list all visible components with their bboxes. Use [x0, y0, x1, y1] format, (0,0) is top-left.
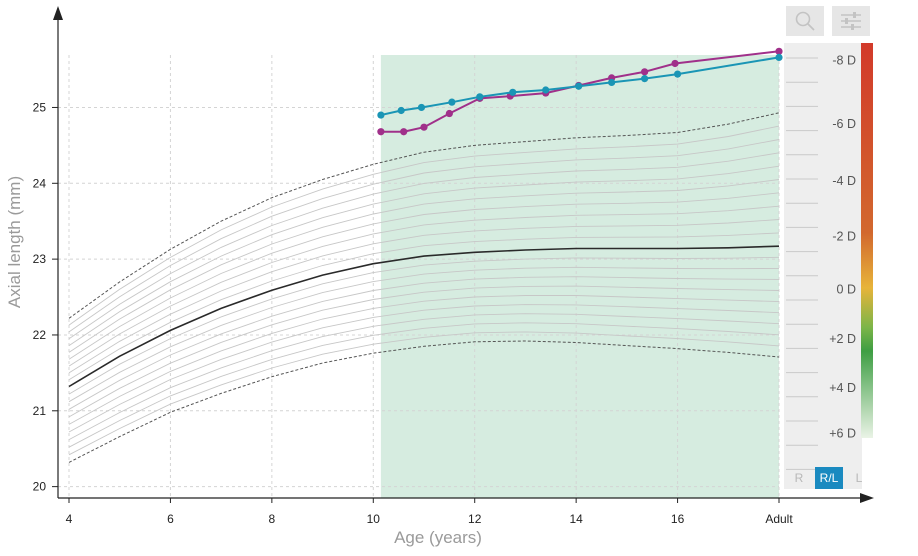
- y-tick-labels: 20 21 22 23 24 25: [33, 100, 58, 494]
- diopter-label: 0 D: [837, 282, 856, 296]
- centile-curve: [68, 205, 780, 367]
- diopter-label: +2 D: [829, 332, 856, 346]
- series-left-eye-point[interactable]: [575, 82, 583, 90]
- axes: [53, 6, 874, 503]
- x-tick-label: 14: [569, 512, 583, 526]
- x-axis-title: Age (years): [394, 528, 482, 547]
- y-tick-label: 24: [33, 176, 47, 190]
- series-right-eye-point[interactable]: [400, 128, 408, 136]
- centile-curve: [68, 139, 780, 333]
- centile-curve: [68, 295, 780, 425]
- centile-curve: [68, 331, 780, 456]
- series-right-eye-point[interactable]: [420, 123, 428, 131]
- series-right-eye-point[interactable]: [671, 59, 679, 68]
- centile-median: [68, 245, 780, 388]
- x-tick-label: 4: [66, 512, 73, 526]
- search-button[interactable]: [786, 6, 824, 36]
- diopter-panel: [784, 43, 862, 489]
- x-tick-label: 12: [468, 512, 482, 526]
- series-left-eye-point[interactable]: [641, 75, 649, 83]
- series-left-eye-point[interactable]: [476, 93, 484, 101]
- diopter-label: +6 D: [829, 427, 856, 441]
- eye-toggle-left[interactable]: L: [855, 471, 863, 485]
- centile-curve: [68, 152, 780, 340]
- series-right-eye-point[interactable]: [445, 109, 453, 118]
- centile-curve: [68, 256, 780, 395]
- series-left-eye-point[interactable]: [377, 111, 385, 119]
- diopter-label: +4 D: [829, 381, 856, 395]
- centile-curve: [68, 192, 780, 360]
- centile-curve: [68, 232, 780, 381]
- centile-curve: [68, 304, 780, 433]
- measurement-series: [377, 47, 783, 136]
- x-axis-arrow-icon: [860, 493, 874, 503]
- series-right-eye-point[interactable]: [775, 47, 783, 55]
- x-tick-label: 8: [269, 512, 276, 526]
- centile-curve: [68, 219, 780, 374]
- centile-curve: [68, 179, 780, 353]
- series-left-eye-point[interactable]: [542, 86, 550, 94]
- centile-curve: [68, 322, 780, 448]
- diopter-label: -8 D: [832, 53, 856, 67]
- x-tick-label: Adult: [765, 512, 793, 526]
- diopter-labels: -8 D -6 D -4 D -2 D 0 D +2 D +4 D +6 D: [829, 53, 856, 440]
- centile-curve: [68, 276, 780, 410]
- centile-curve: [68, 313, 780, 440]
- y-tick-label: 23: [33, 252, 47, 266]
- series-left-eye-point[interactable]: [417, 103, 426, 112]
- x-tick-labels: 4 6 8 10 12 14 16 Adult: [66, 498, 793, 526]
- magnifier-icon: [795, 11, 815, 31]
- centile-curve: [68, 285, 780, 418]
- series-left-eye-point[interactable]: [775, 53, 783, 62]
- eye-toggle-both[interactable]: R/L: [815, 467, 843, 489]
- diopter-label: -6 D: [832, 117, 856, 131]
- diopter-label: -4 D: [832, 174, 856, 188]
- y-axis-title: Axial length (mm): [5, 176, 24, 308]
- x-tick-label: 10: [367, 512, 381, 526]
- x-tick-label: 16: [671, 512, 685, 526]
- centile-curve: [68, 125, 780, 326]
- centile-curves: [68, 112, 780, 463]
- series-left-eye-point[interactable]: [448, 98, 456, 106]
- sliders-icon: [841, 12, 861, 30]
- centile-lower-bound: [68, 340, 780, 463]
- series-right-eye-point[interactable]: [377, 128, 385, 136]
- centile-curve: [68, 165, 780, 346]
- series-right-eye-point[interactable]: [641, 68, 649, 76]
- settings-button[interactable]: [832, 6, 870, 36]
- series-left-eye-point[interactable]: [608, 78, 616, 87]
- y-tick-label: 21: [33, 404, 47, 418]
- diopter-label: -2 D: [832, 229, 856, 243]
- diopter-color-scale: [861, 43, 873, 438]
- y-axis-arrow-icon: [53, 6, 63, 20]
- y-tick-label: 25: [33, 100, 47, 114]
- eye-toggle-right[interactable]: R: [794, 471, 804, 485]
- y-tick-label: 22: [33, 328, 47, 342]
- diopter-ticks: [786, 57, 818, 470]
- centile-curve: [68, 266, 780, 403]
- series-left-eye-point[interactable]: [397, 106, 405, 115]
- x-tick-label: 6: [167, 512, 174, 526]
- series-left-eye-point[interactable]: [673, 70, 682, 78]
- y-tick-label: 20: [33, 480, 47, 494]
- centile-upper-bound: [68, 112, 780, 319]
- series-left-eye-point[interactable]: [509, 88, 517, 96]
